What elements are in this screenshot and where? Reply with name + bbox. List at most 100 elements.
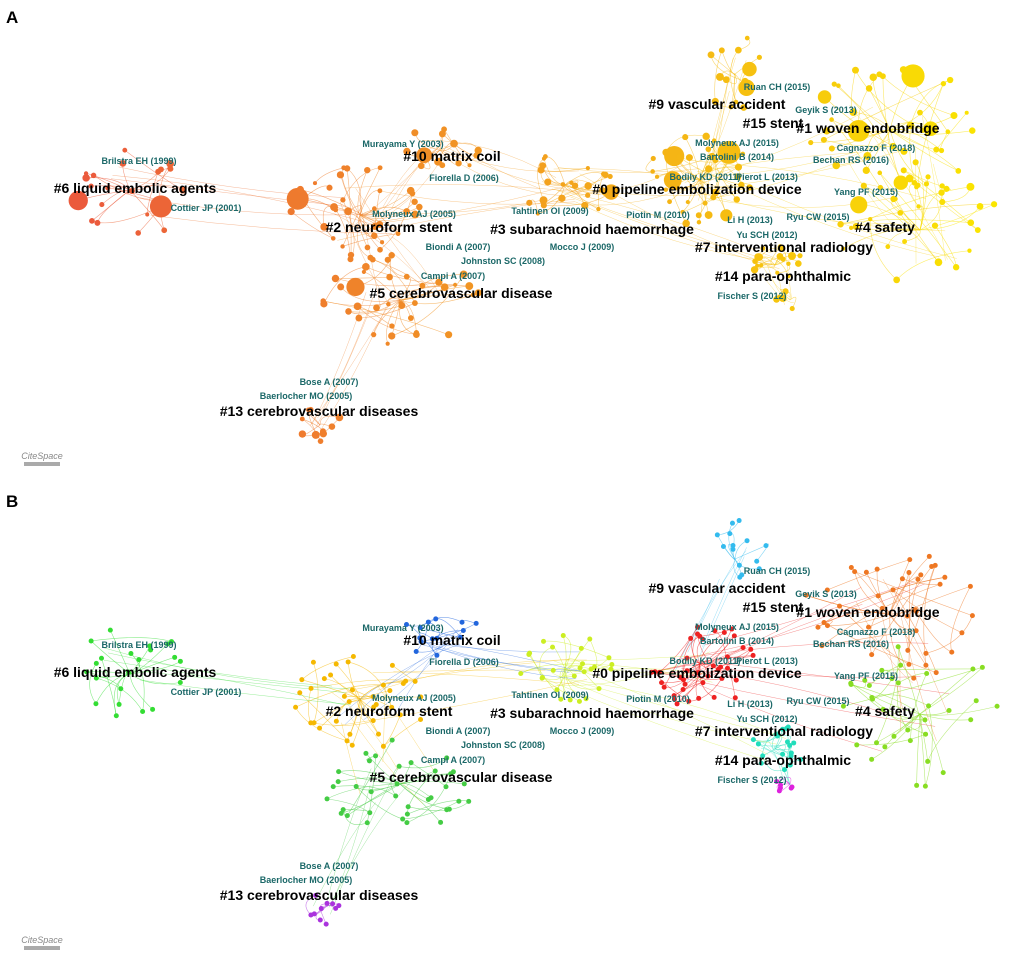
- node: [967, 248, 972, 253]
- edge: [348, 658, 570, 691]
- edge: [575, 201, 772, 263]
- author-label: Bose A (2007): [300, 377, 359, 387]
- edge: [871, 694, 929, 707]
- node: [443, 784, 449, 790]
- edge: [336, 698, 361, 722]
- node: [964, 110, 969, 115]
- node: [418, 694, 424, 700]
- cluster-label: #5 cerebrovascular disease: [370, 285, 553, 301]
- edge: [558, 167, 700, 173]
- node: [591, 664, 597, 670]
- cluster-label: #5 cerebrovascular disease: [370, 769, 553, 785]
- node: [661, 684, 667, 690]
- edge: [863, 185, 939, 263]
- edge: [699, 628, 733, 665]
- author-label: Johnston SC (2008): [461, 740, 545, 750]
- edge: [359, 206, 407, 216]
- node: [945, 129, 951, 135]
- node: [380, 240, 385, 245]
- edge: [553, 168, 702, 182]
- node: [780, 726, 786, 732]
- node: [473, 152, 480, 159]
- edge: [889, 613, 914, 679]
- node: [966, 182, 975, 191]
- edge: [399, 292, 479, 305]
- node: [950, 112, 958, 120]
- node: [893, 276, 901, 284]
- node: [417, 162, 425, 170]
- node: [705, 146, 712, 153]
- node: [609, 662, 615, 668]
- edge: [762, 755, 785, 772]
- panel-label: A: [6, 8, 18, 27]
- edge: [359, 190, 411, 216]
- node: [970, 666, 976, 672]
- edge: [542, 677, 580, 702]
- node: [933, 146, 940, 153]
- node: [434, 635, 440, 641]
- node: [99, 202, 105, 208]
- edge: [697, 191, 946, 232]
- edge: [927, 700, 977, 762]
- edge: [932, 163, 945, 202]
- edge: [90, 640, 131, 675]
- edge: [339, 201, 388, 303]
- edge: [907, 565, 936, 651]
- node: [973, 698, 979, 704]
- edge: [872, 698, 925, 721]
- node: [396, 763, 402, 769]
- node: [148, 647, 154, 653]
- edge: [391, 274, 464, 337]
- node: [704, 211, 713, 219]
- node: [879, 667, 885, 673]
- node: [372, 206, 377, 211]
- node: [650, 169, 655, 174]
- node: [350, 654, 356, 660]
- node: [353, 784, 359, 790]
- edge: [116, 673, 131, 705]
- edge: [543, 640, 610, 658]
- author-label: Mocco J (2009): [550, 726, 615, 736]
- node: [409, 190, 416, 197]
- edge: [95, 673, 131, 704]
- edge: [301, 656, 354, 680]
- node: [890, 195, 897, 203]
- edge: [776, 749, 791, 785]
- edge: [358, 195, 381, 308]
- node: [720, 543, 726, 549]
- node: [906, 661, 912, 667]
- node: [405, 804, 411, 810]
- node: [786, 274, 791, 279]
- node: [832, 161, 841, 170]
- edge: [889, 559, 911, 615]
- edge: [714, 50, 723, 102]
- edge: [129, 661, 181, 675]
- edge: [869, 219, 897, 281]
- node: [875, 593, 881, 599]
- node: [179, 186, 187, 194]
- edge: [681, 667, 887, 714]
- author-label: Bartolini B (2014): [700, 636, 774, 646]
- node: [364, 820, 370, 826]
- node: [782, 288, 789, 295]
- author-label: Geyik S (2013): [795, 105, 857, 115]
- node: [466, 798, 472, 804]
- node: [815, 624, 821, 630]
- node: [907, 738, 913, 744]
- edge: [704, 197, 891, 208]
- edge: [659, 626, 698, 673]
- node: [330, 203, 338, 211]
- edge: [324, 678, 361, 700]
- node: [363, 750, 369, 756]
- node: [306, 407, 311, 413]
- node: [738, 181, 745, 189]
- edge: [889, 613, 917, 632]
- watermark-bar: [24, 462, 60, 466]
- node: [395, 231, 401, 237]
- edge: [823, 622, 937, 673]
- author-label: Yang PF (2015): [834, 187, 898, 197]
- node: [662, 148, 670, 157]
- node: [730, 546, 736, 552]
- author-label: Bechan RS (2016): [813, 639, 889, 649]
